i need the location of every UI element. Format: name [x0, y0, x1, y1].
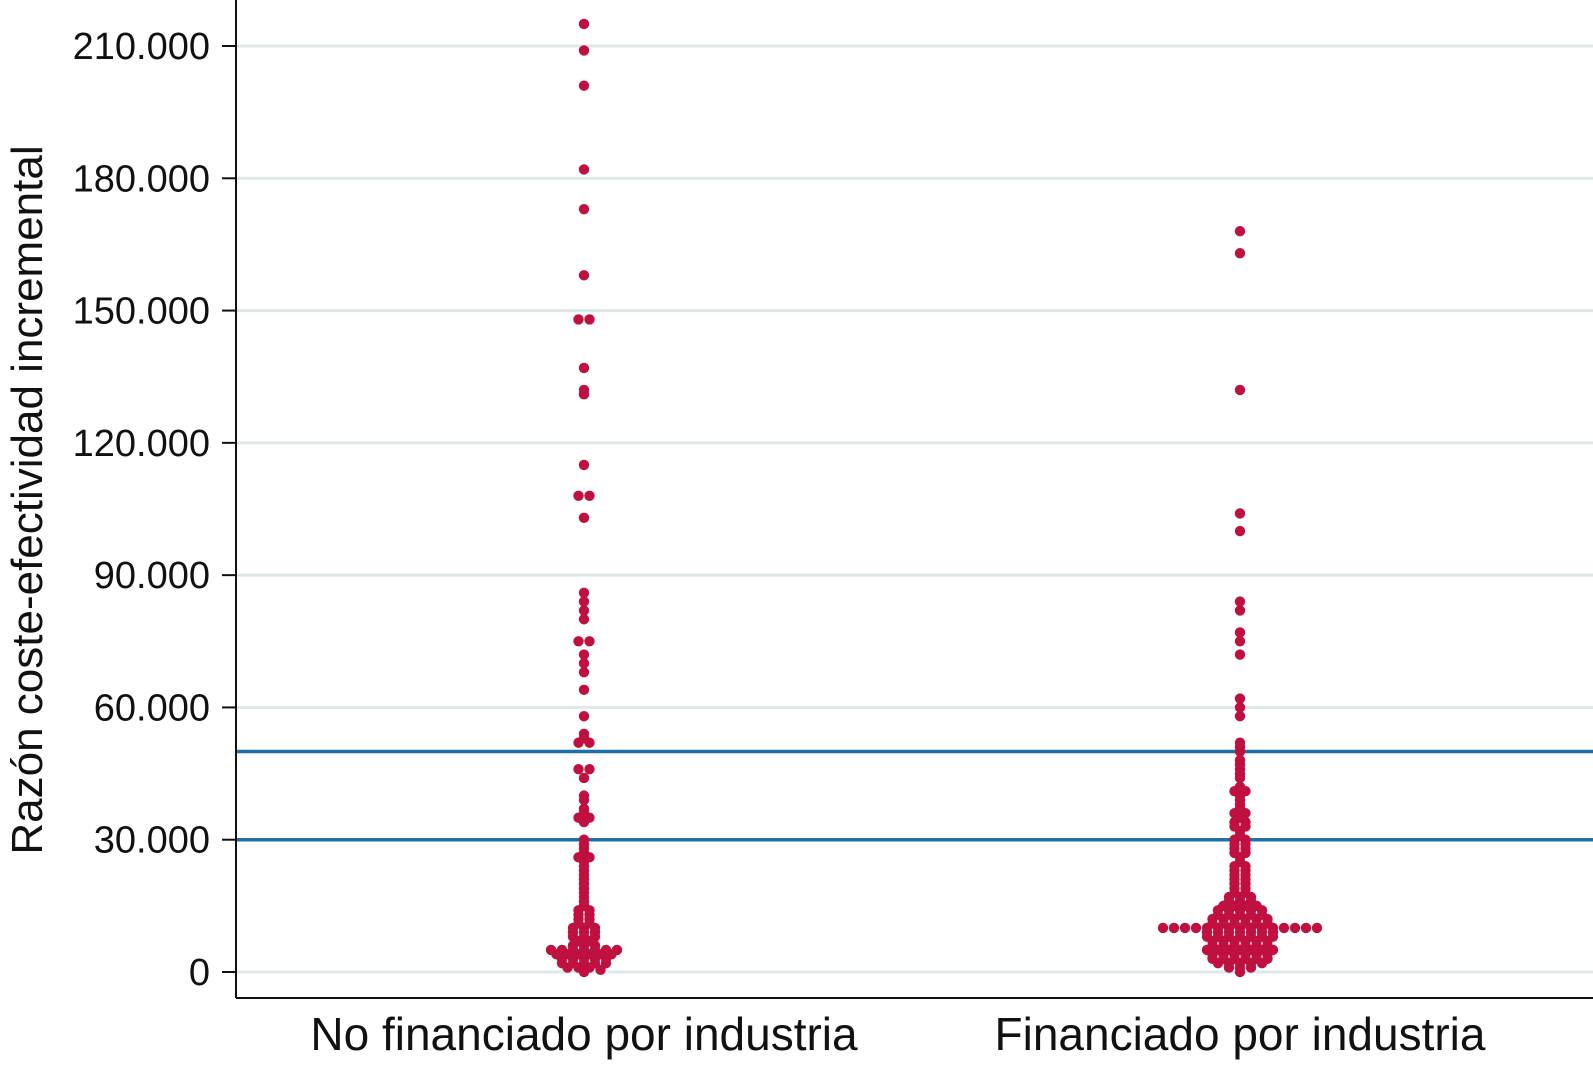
data-point [578, 649, 590, 660]
data-point [1234, 636, 1246, 647]
y-tick-label: 60.000 [94, 687, 210, 729]
axes [235, 0, 1593, 999]
data-point [578, 18, 590, 30]
data-point [611, 944, 623, 956]
y-tick-label: 210.000 [73, 26, 210, 68]
data-point [578, 384, 590, 396]
data-point [1234, 226, 1246, 237]
data-point [573, 763, 584, 775]
data-points [545, 18, 1323, 978]
data-point [1234, 248, 1246, 259]
data-point [578, 512, 590, 524]
data-point [1234, 693, 1246, 704]
data-point [1234, 711, 1246, 722]
data-point [1234, 525, 1246, 537]
data-point [1278, 922, 1290, 934]
data-point [1300, 922, 1312, 934]
data-point [1234, 737, 1246, 748]
y-tick-label: 0 [189, 952, 210, 994]
data-point [1234, 649, 1246, 660]
data-point [584, 490, 595, 501]
y-tick-label: 150.000 [73, 291, 210, 333]
data-point [584, 763, 595, 775]
data-point [578, 728, 590, 740]
data-point [573, 636, 584, 647]
data-point [1311, 922, 1323, 934]
data-point [578, 803, 590, 815]
data-point [578, 658, 590, 669]
y-tick-label: 120.000 [73, 423, 210, 465]
data-point [578, 459, 590, 471]
data-point [578, 362, 590, 374]
data-point [573, 490, 584, 501]
data-point [1234, 702, 1246, 713]
category-label-0: No financiado por industria [310, 1008, 858, 1060]
y-axis-title: Razón coste-efectividad incremental [3, 145, 52, 854]
data-point [1289, 922, 1301, 934]
data-point [578, 614, 590, 625]
data-point [578, 666, 590, 678]
data-point [584, 314, 595, 325]
data-point [545, 944, 557, 956]
data-point [1234, 596, 1246, 607]
data-point [556, 944, 568, 956]
data-point [578, 596, 590, 607]
y-tick-label: 90.000 [94, 555, 210, 597]
data-point [578, 80, 590, 91]
data-point [578, 164, 590, 175]
data-point [578, 772, 590, 784]
data-point [578, 270, 590, 281]
data-point [1234, 508, 1246, 519]
data-point [1234, 755, 1246, 766]
data-point [1234, 627, 1246, 638]
data-point [578, 790, 590, 801]
data-point [1234, 781, 1246, 792]
data-point [578, 587, 590, 598]
data-point [584, 636, 595, 647]
reference-lines [236, 749, 1593, 842]
y-tick-label: 30.000 [94, 820, 210, 862]
data-point [1168, 922, 1180, 934]
category-label-1: Financiado por industria [995, 1008, 1486, 1060]
data-point [578, 834, 590, 845]
data-point [578, 45, 590, 56]
data-point [578, 605, 590, 616]
data-point [600, 944, 612, 956]
data-point [578, 203, 590, 215]
category-labels: No financiado por industria Financiado p… [310, 1008, 1486, 1060]
data-point [1190, 922, 1202, 934]
data-point [1234, 605, 1246, 616]
y-tick-label: 180.000 [73, 158, 210, 200]
y-ticks: 0 30.000 60.000 90.000 120.000 150.000 180.000… [73, 26, 236, 994]
data-point [578, 711, 590, 722]
grid-lines [236, 44, 1593, 974]
data-point [1179, 922, 1191, 934]
data-point [1234, 384, 1246, 396]
data-point [578, 684, 590, 695]
data-point [573, 314, 584, 325]
data-point [1157, 922, 1169, 934]
